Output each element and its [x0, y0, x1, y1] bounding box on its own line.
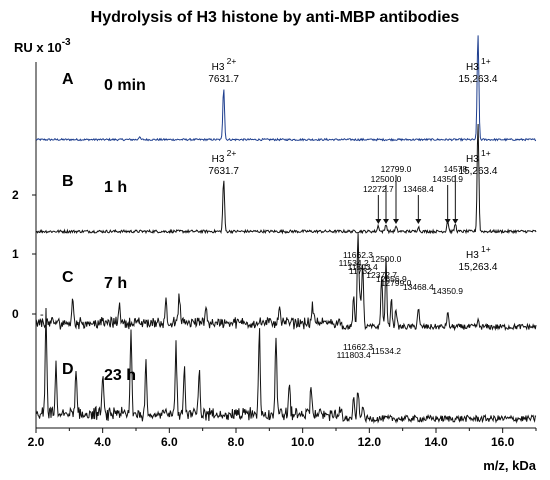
arrow-label: 12799.0	[381, 164, 412, 174]
peak-label-mass: 15,263.4	[459, 74, 498, 85]
y-minus-mark: -	[40, 309, 44, 321]
arrow-label: 12272.7	[363, 184, 394, 194]
peak-label-mass: 15,263.4	[459, 262, 498, 273]
peak-number: 12500.0	[371, 254, 402, 264]
spectrum-trace	[36, 123, 537, 235]
panel-time: 1 h	[104, 179, 127, 196]
peak-label: H3	[466, 250, 479, 261]
peak-number: 11662.3	[343, 250, 373, 260]
peak-number: 12656.9	[376, 274, 407, 284]
spectrum-trace	[35, 307, 537, 424]
peak-label-mass: 7631.7	[208, 74, 239, 85]
panel-c: C 7 h H31+ 15,263.4 11662.312500.011534.2118…	[35, 233, 537, 332]
panel-time: 7 h	[104, 275, 127, 292]
peak-number: 11732	[349, 266, 372, 276]
x-tick-label: 4.0	[94, 435, 111, 449]
peak-number: 11803.4	[348, 262, 378, 272]
panel-letter: D	[62, 361, 74, 378]
peak-number: 12799.0	[381, 278, 412, 288]
x-tick-label: 10.0	[291, 435, 315, 449]
chart-title: Hydrolysis of H3 histone by anti-MBP ant…	[91, 9, 460, 26]
x-axis-label: m/z, kDa	[483, 458, 537, 473]
peak-number: 11534.2	[371, 346, 401, 356]
arrow-head	[444, 219, 451, 224]
y-tick-label: 2	[12, 188, 19, 202]
peak-label: H3	[466, 154, 479, 165]
peak-number: 11662.3	[343, 342, 373, 352]
peak-number: 14350.9	[432, 286, 463, 296]
peak-number: 12372.7	[366, 270, 397, 280]
x-tick-label: 6.0	[161, 435, 178, 449]
arrow-label: 12500.0	[371, 174, 402, 184]
peak-label: H3	[466, 62, 479, 73]
peak-label-charge: 2+	[227, 148, 237, 158]
arrow-head	[393, 219, 399, 224]
x-tick-label: 14.0	[424, 435, 448, 449]
panel-time: 0 min	[104, 77, 146, 94]
peak-label: H3	[212, 62, 225, 73]
y-tick-label: 0	[12, 307, 19, 321]
x-tick-label: 2.0	[28, 435, 45, 449]
peak-label: H3	[212, 154, 225, 165]
arrow-head	[415, 219, 422, 224]
peak-number: 11534.2	[339, 258, 369, 268]
arrow-head	[452, 219, 459, 224]
peak-label-charge: 1+	[481, 244, 491, 254]
peak-number: 111803.4	[337, 350, 371, 360]
peak-number: 13468.4	[403, 282, 434, 292]
x-tick-label: 16.0	[491, 435, 515, 449]
panel-time: 23 h	[104, 367, 136, 384]
panel-letter: C	[62, 269, 74, 286]
spectrum-trace	[35, 35, 537, 142]
arrow-head	[375, 219, 382, 224]
arrow-head	[383, 219, 389, 224]
peak-label-charge: 1+	[481, 148, 491, 158]
arrow-label: 14578	[444, 164, 468, 174]
panel-letter: A	[62, 71, 74, 88]
x-tick-label: 8.0	[228, 435, 245, 449]
y-tick-label: 1	[12, 247, 19, 261]
x-tick-label: 12.0	[358, 435, 382, 449]
peak-label-mass: 7631.7	[208, 166, 239, 177]
peak-label-charge: 2+	[227, 56, 237, 66]
panel-letter: B	[62, 173, 74, 190]
arrow-label: 14350.9	[432, 174, 463, 184]
x-ticks: 2.0 4.0 6.0 8.0 10.0 12.0 14.0 16.0	[28, 428, 537, 449]
arrow-label: 13468.4	[403, 184, 434, 194]
peak-label-mass: 15,263.4	[459, 166, 498, 177]
y-axis-label: RU x 10-3	[14, 37, 71, 55]
peak-label-charge: 1+	[481, 56, 491, 66]
spectrum-trace	[35, 233, 537, 332]
